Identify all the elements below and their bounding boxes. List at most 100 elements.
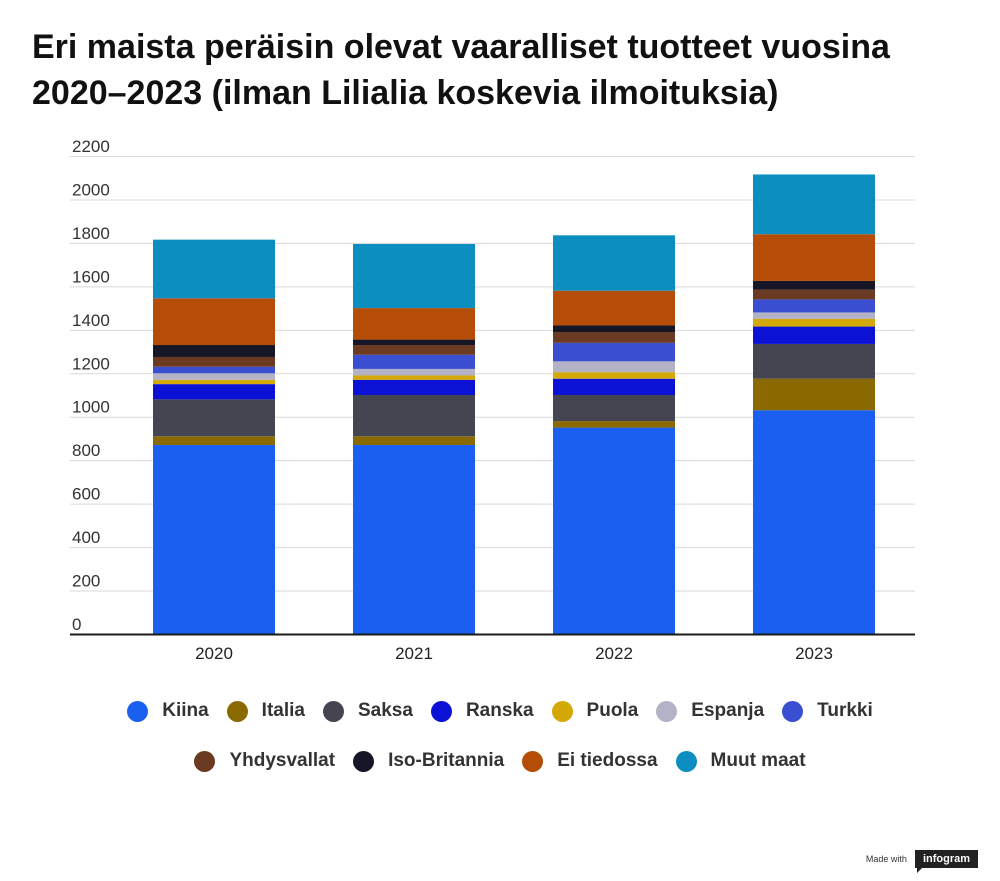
y-tick-label: 1800 bbox=[72, 224, 110, 243]
bar-segment-espanja-2022[interactable] bbox=[553, 361, 675, 373]
legend-label: Yhdysvallat bbox=[229, 750, 336, 771]
bar-segment-kiina-2021[interactable] bbox=[353, 444, 475, 634]
legend-row-1: Kiina Italia Saksa Ranska Puola Espanja Turkki bbox=[0, 700, 1000, 722]
bar-segment-saksa-2020[interactable] bbox=[153, 399, 275, 437]
stacked-bar-chart: 0 200 400 600 800 1000 1200 1400 1600 1800 2000 220… bbox=[70, 137, 915, 663]
bar-segment-turkki-2020[interactable] bbox=[153, 366, 275, 374]
y-tick-label: 2200 bbox=[72, 137, 110, 156]
bar-segment-yhdysvallat-2023[interactable] bbox=[753, 289, 875, 300]
legend-swatch bbox=[522, 750, 544, 772]
bar-segment-turkki-2022[interactable] bbox=[553, 342, 675, 362]
x-axis-labels: 2020 2021 2022 2023 bbox=[195, 644, 833, 663]
chart-title: Eri maista peräisin olevat vaaralliset t… bbox=[32, 28, 890, 112]
legend-label: Saksa bbox=[357, 700, 413, 721]
bar-segment-turkki-2023[interactable] bbox=[753, 299, 875, 313]
legend-label: Muut maat bbox=[710, 750, 806, 771]
bar-segment-italia-2023[interactable] bbox=[753, 378, 875, 411]
bar-segment-espanja-2020[interactable] bbox=[153, 373, 275, 380]
bar-segment-muut-maat-2021[interactable] bbox=[353, 243, 475, 309]
bar-segment-italia-2021[interactable] bbox=[353, 436, 475, 445]
bar-segment-saksa-2021[interactable] bbox=[353, 395, 475, 437]
legend-item-espanja[interactable]: Espanja bbox=[656, 700, 764, 722]
legend-label: Italia bbox=[261, 700, 305, 721]
bar-segment-ei-tiedossa-2022[interactable] bbox=[553, 290, 675, 326]
bar-segment-kiina-2020[interactable] bbox=[153, 444, 275, 634]
bar-segment-kiina-2023[interactable] bbox=[753, 410, 875, 634]
bar-segment-espanja-2023[interactable] bbox=[753, 312, 875, 319]
x-tick-label: 2020 bbox=[195, 644, 233, 663]
bar-segment-ranska-2022[interactable] bbox=[553, 378, 675, 395]
legend-item-yhdysvallat[interactable]: Yhdysvallat bbox=[194, 750, 335, 772]
legend-swatch bbox=[322, 700, 344, 722]
bar-segment-muut-maat-2022[interactable] bbox=[553, 235, 675, 291]
bars bbox=[153, 174, 875, 634]
bar-segment-ei-tiedossa-2020[interactable] bbox=[153, 298, 275, 346]
legend-item-ei-tiedossa[interactable]: Ei tiedossa bbox=[522, 750, 658, 772]
bar-segment-puola-2023[interactable] bbox=[753, 318, 875, 327]
legend-swatch bbox=[551, 700, 573, 722]
bar-segment-puola-2020[interactable] bbox=[153, 379, 275, 385]
legend-swatch bbox=[194, 750, 216, 772]
y-tick-label: 200 bbox=[72, 572, 100, 591]
bar-segment-muut-maat-2020[interactable] bbox=[153, 239, 275, 299]
bar-segment-yhdysvallat-2021[interactable] bbox=[353, 345, 475, 355]
legend-item-iso-britannia[interactable]: Iso-Britannia bbox=[353, 750, 504, 772]
legend-label: Ei tiedossa bbox=[557, 750, 658, 771]
bar-segment-ranska-2021[interactable] bbox=[353, 379, 475, 395]
legend-swatch bbox=[430, 700, 452, 722]
bar-segment-iso-britannia-2020[interactable] bbox=[153, 345, 275, 357]
bar-segment-puola-2022[interactable] bbox=[553, 372, 675, 379]
legend-item-saksa[interactable]: Saksa bbox=[322, 700, 413, 722]
legend-item-turkki[interactable]: Turkki bbox=[782, 700, 873, 722]
bar-segment-italia-2020[interactable] bbox=[153, 436, 275, 445]
bar-segment-puola-2021[interactable] bbox=[353, 375, 475, 380]
bar-segment-espanja-2021[interactable] bbox=[353, 368, 475, 376]
bar-segment-iso-britannia-2021[interactable] bbox=[353, 339, 475, 346]
y-tick-label: 600 bbox=[72, 485, 100, 504]
legend-label: Ranska bbox=[465, 700, 534, 721]
infogram-branding[interactable]: Made with infogram bbox=[866, 850, 978, 873]
legend-swatch bbox=[782, 700, 804, 722]
y-tick-label: 1400 bbox=[72, 311, 110, 330]
legend-label: Turkki bbox=[817, 700, 873, 721]
legend-label: Espanja bbox=[691, 700, 765, 721]
infogram-logo: infogram bbox=[914, 850, 978, 873]
legend-label: Kiina bbox=[162, 700, 209, 721]
y-tick-label: 800 bbox=[72, 441, 100, 460]
y-axis-ticks: 0 200 400 600 800 1000 1200 1400 1600 1800 2000 220… bbox=[72, 137, 110, 634]
bar-segment-iso-britannia-2023[interactable] bbox=[753, 280, 875, 290]
bar-segment-muut-maat-2023[interactable] bbox=[753, 174, 875, 235]
legend-item-italia[interactable]: Italia bbox=[226, 700, 305, 722]
y-tick-label: 0 bbox=[72, 615, 81, 634]
bar-segment-ei-tiedossa-2021[interactable] bbox=[353, 308, 475, 340]
legend-swatch bbox=[353, 750, 375, 772]
x-tick-label: 2022 bbox=[595, 644, 633, 663]
y-tick-label: 400 bbox=[72, 528, 100, 547]
bar-segment-ei-tiedossa-2023[interactable] bbox=[753, 234, 875, 281]
y-tick-label: 1000 bbox=[72, 398, 110, 417]
bar-segment-turkki-2021[interactable] bbox=[353, 354, 475, 369]
bar-segment-italia-2022[interactable] bbox=[553, 421, 675, 428]
legend-item-kiina[interactable]: Kiina bbox=[127, 700, 209, 722]
y-tick-label: 1200 bbox=[72, 354, 110, 373]
legend-item-muut-maat[interactable]: Muut maat bbox=[675, 750, 806, 772]
legend-swatch bbox=[127, 700, 149, 722]
legend-label: Puola bbox=[586, 700, 639, 721]
x-tick-label: 2023 bbox=[795, 644, 833, 663]
bar-segment-kiina-2022[interactable] bbox=[553, 427, 675, 634]
y-tick-label: 2000 bbox=[72, 180, 110, 199]
bar-segment-ranska-2020[interactable] bbox=[153, 384, 275, 400]
legend-item-ranska[interactable]: Ranska bbox=[430, 700, 534, 722]
bar-segment-ranska-2023[interactable] bbox=[753, 326, 875, 344]
legend-item-puola[interactable]: Puola bbox=[551, 700, 639, 722]
x-tick-label: 2021 bbox=[395, 644, 433, 663]
bar-segment-iso-britannia-2022[interactable] bbox=[553, 325, 675, 332]
legend-swatch bbox=[226, 700, 248, 722]
legend-label: Iso-Britannia bbox=[388, 750, 505, 771]
bar-segment-yhdysvallat-2022[interactable] bbox=[553, 331, 675, 343]
legend-swatch bbox=[675, 750, 697, 772]
bar-segment-yhdysvallat-2020[interactable] bbox=[153, 356, 275, 367]
bar-segment-saksa-2022[interactable] bbox=[553, 395, 675, 422]
bar-segment-saksa-2023[interactable] bbox=[753, 343, 875, 379]
y-tick-label: 1600 bbox=[72, 267, 110, 286]
